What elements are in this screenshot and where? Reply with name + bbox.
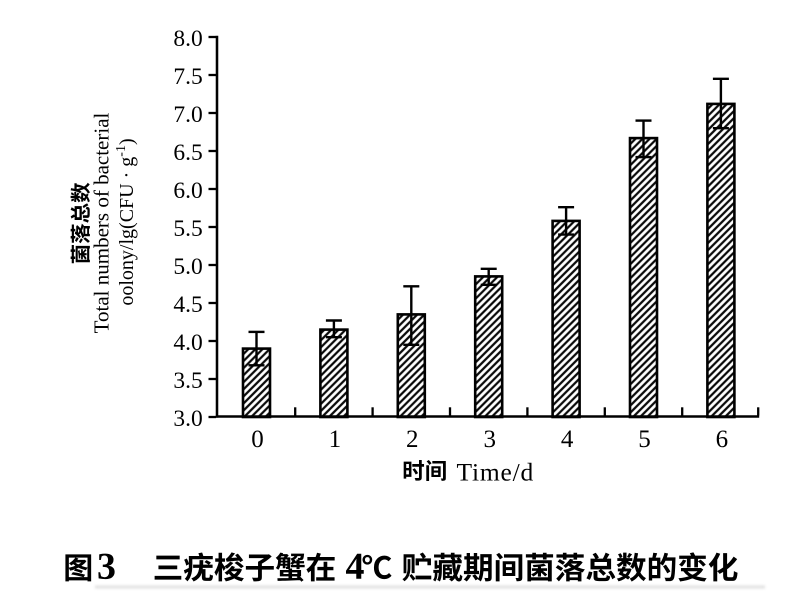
svg-text:oolony/lg(CFU · g-1): oolony/lg(CFU · g-1)	[114, 138, 138, 305]
svg-text:4.0: 4.0	[173, 330, 202, 356]
svg-text:7.0: 7.0	[173, 102, 202, 128]
svg-text:Time/d: Time/d	[457, 457, 535, 486]
svg-text:5: 5	[638, 426, 651, 453]
svg-text:1: 1	[329, 426, 342, 453]
svg-text:4: 4	[561, 426, 574, 453]
svg-text:5.0: 5.0	[173, 254, 202, 280]
svg-text:6.0: 6.0	[173, 178, 202, 204]
svg-text:Total numbers of bacterial: Total numbers of bacterial	[89, 112, 113, 333]
svg-text:8.0: 8.0	[173, 26, 202, 52]
svg-text:0: 0	[251, 426, 264, 453]
svg-text:5.5: 5.5	[173, 216, 202, 242]
svg-text:3.0: 3.0	[173, 406, 202, 432]
svg-text:6: 6	[716, 426, 729, 453]
svg-text:7.5: 7.5	[173, 64, 202, 90]
svg-text:4.5: 4.5	[173, 292, 202, 318]
svg-text:2: 2	[406, 426, 419, 453]
svg-text:3: 3	[483, 426, 496, 453]
svg-text:6.5: 6.5	[173, 140, 202, 166]
svg-text:3.5: 3.5	[173, 368, 202, 394]
